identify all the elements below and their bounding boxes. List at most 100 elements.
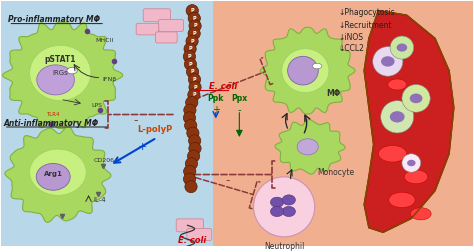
Text: IRGs: IRGs [53,70,68,76]
Text: +: + [138,142,147,152]
Circle shape [185,158,198,170]
Text: ↓CCL2: ↓CCL2 [338,44,364,53]
Ellipse shape [271,197,283,207]
Circle shape [402,154,421,172]
Text: +: + [212,105,220,115]
Ellipse shape [297,139,318,155]
Polygon shape [275,119,345,174]
Circle shape [188,27,201,40]
Polygon shape [3,22,123,129]
Ellipse shape [36,65,74,95]
Circle shape [183,165,196,177]
Text: P: P [192,31,196,36]
Circle shape [186,97,198,108]
Circle shape [373,47,403,76]
Text: Anti-inflammatory MΦ: Anti-inflammatory MΦ [4,119,99,128]
Text: Pro-inflammatory MΦ: Pro-inflammatory MΦ [9,15,100,24]
Circle shape [183,173,196,185]
Text: -: - [228,76,232,89]
Ellipse shape [271,206,283,216]
Circle shape [184,58,197,70]
Text: MΦ: MΦ [327,89,341,98]
Text: IL-4: IL-4 [93,197,106,203]
Circle shape [188,150,200,162]
Text: pSTAT1: pSTAT1 [45,55,76,64]
Text: MHCII: MHCII [96,38,114,43]
Ellipse shape [312,63,322,69]
Ellipse shape [389,192,415,208]
Text: Ppx: Ppx [231,94,247,103]
Text: E. coli: E. coli [209,82,237,91]
Polygon shape [260,27,355,114]
Text: TLR4: TLR4 [46,112,60,117]
Ellipse shape [410,93,422,103]
Text: Neutrophil: Neutrophil [264,242,304,250]
Ellipse shape [288,56,318,85]
Circle shape [184,104,196,116]
Ellipse shape [381,56,394,67]
Circle shape [254,177,315,237]
FancyBboxPatch shape [143,9,171,22]
Text: -: - [225,174,230,187]
Text: P: P [193,23,197,28]
Circle shape [183,112,196,124]
Text: IFNβ: IFNβ [103,77,117,82]
Circle shape [186,35,198,47]
Circle shape [183,51,196,62]
Polygon shape [5,127,111,222]
Circle shape [184,119,197,132]
Ellipse shape [36,164,70,190]
Ellipse shape [390,111,405,122]
FancyBboxPatch shape [155,32,177,43]
Text: E. coli: E. coli [178,236,206,245]
Ellipse shape [397,44,407,52]
Text: P: P [191,8,194,13]
Text: ↓iNOS: ↓iNOS [338,33,363,42]
Circle shape [188,74,201,85]
Circle shape [186,66,199,78]
Text: P: P [191,69,194,74]
Circle shape [189,20,201,32]
Circle shape [390,36,414,59]
Ellipse shape [404,170,428,184]
Polygon shape [364,11,454,232]
Ellipse shape [282,195,295,205]
Text: CD206: CD206 [93,158,114,163]
Ellipse shape [388,79,407,90]
FancyBboxPatch shape [136,23,159,35]
Circle shape [185,181,197,193]
Circle shape [188,89,200,101]
FancyBboxPatch shape [187,229,212,241]
Circle shape [187,127,199,139]
Text: Arg1: Arg1 [44,171,63,177]
Text: Monocyte: Monocyte [318,168,355,177]
Text: P: P [192,77,196,82]
Text: L-polyP: L-polyP [137,125,172,134]
Circle shape [402,84,430,112]
Text: ↓Recruitment: ↓Recruitment [338,21,392,30]
Text: P: P [190,39,194,44]
Ellipse shape [407,160,416,166]
Circle shape [189,142,201,154]
Text: P: P [192,16,196,21]
Circle shape [188,12,201,24]
Ellipse shape [410,208,431,220]
Ellipse shape [30,149,86,195]
Polygon shape [1,2,213,246]
Text: Ppk: Ppk [208,94,224,103]
Text: LPS: LPS [91,103,102,108]
FancyBboxPatch shape [176,219,203,232]
Text: P: P [192,92,196,97]
Circle shape [381,101,414,133]
Circle shape [184,43,196,55]
Ellipse shape [282,206,295,216]
Polygon shape [213,2,473,246]
Text: -: - [134,114,138,127]
Ellipse shape [67,68,77,74]
Ellipse shape [30,45,91,101]
FancyBboxPatch shape [158,19,183,32]
Circle shape [189,135,201,147]
Circle shape [189,81,201,93]
Text: P: P [188,54,191,59]
Ellipse shape [378,145,407,162]
